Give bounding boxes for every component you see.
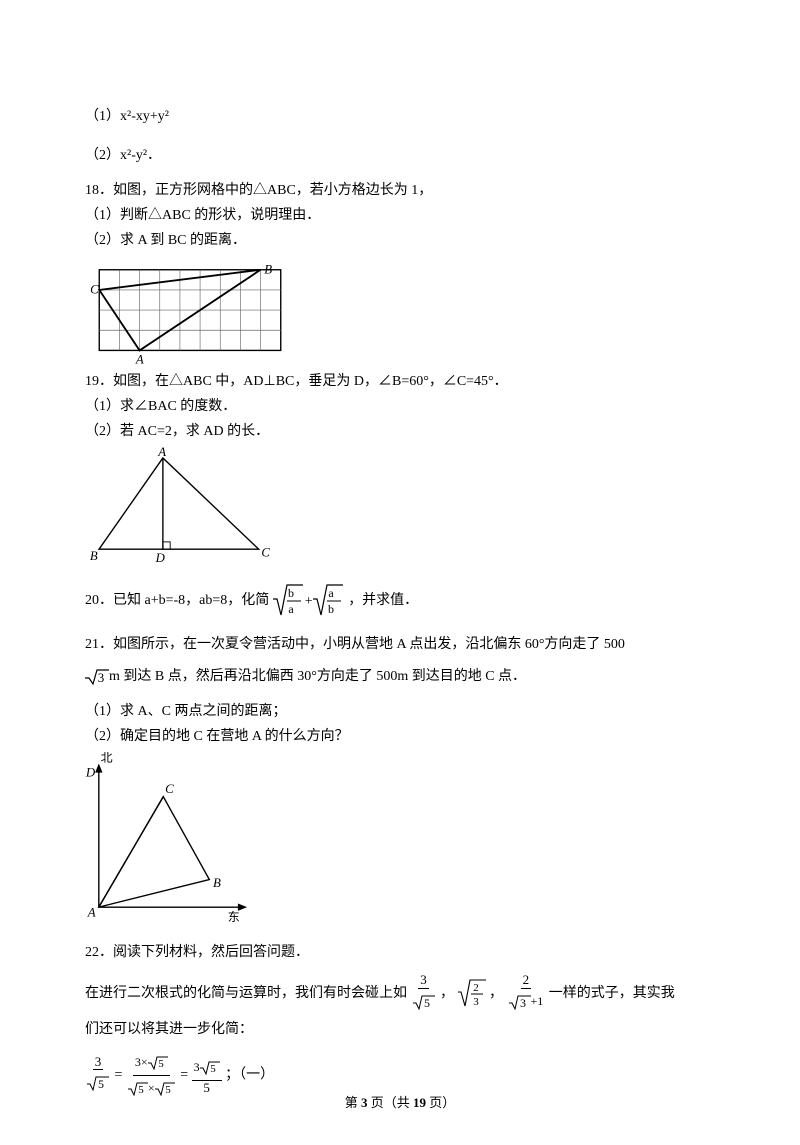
q22-stem: 22．阅读下列材料，然后回答问题． [85, 942, 715, 963]
svg-text:a: a [288, 602, 294, 616]
q20-expr: b a + a b [273, 578, 345, 624]
svg-text:3: 3 [520, 996, 526, 1010]
q19-stem: 19．如图，在△ABC 中，AD⊥BC，垂足为 D，∠B=60°，∠C=45°． [85, 371, 715, 392]
q18-figure: C A B [85, 256, 295, 366]
svg-text:b: b [328, 602, 334, 616]
svg-text:5: 5 [158, 1058, 164, 1070]
svg-text:5: 5 [98, 1077, 104, 1091]
q18-part1: （1）判断△ABC 的形状，说明理由． [85, 205, 715, 226]
svg-text:b: b [288, 586, 294, 600]
q18-stem: 18．如图，正方形网格中的△ABC，若小方格边长为 1， [85, 180, 715, 201]
svg-text:C: C [261, 545, 270, 559]
svg-text:C: C [90, 283, 99, 297]
svg-text:A: A [135, 352, 144, 366]
q18-part2: （2）求 A 到 BC 的距离． [85, 230, 715, 251]
svg-text:B: B [90, 549, 98, 563]
q19-figure: A B D C [85, 447, 280, 572]
q20-line: 20．已知 a+b=-8，ab=8，化简 b a + a b ，并求值． [85, 578, 715, 624]
q19-part2: （2）若 AC=2，求 AD 的长． [85, 421, 715, 442]
q17-part1: （1）x²-xy+y² [85, 106, 715, 127]
svg-text:A: A [157, 447, 166, 459]
q21-figure: A D B C 北 东 [85, 752, 260, 937]
svg-text:3: 3 [98, 670, 105, 685]
svg-text:3: 3 [473, 996, 479, 1008]
svg-text:D: D [85, 765, 96, 779]
svg-text:东: 东 [228, 910, 240, 924]
svg-text:A: A [87, 905, 96, 919]
svg-text:D: D [155, 551, 166, 565]
svg-text:B: B [213, 876, 221, 890]
svg-text:2: 2 [473, 982, 479, 994]
svg-text:北: 北 [101, 752, 113, 765]
q20-pre: 20．已知 a+b=-8，ab=8，化简 [85, 593, 269, 608]
q21-part1: （1）求 A、C 两点之间的距离； [85, 701, 715, 722]
svg-text:5: 5 [424, 996, 430, 1010]
page-footer: 第 3 页（共 19 页） [0, 1093, 800, 1113]
svg-text:5: 5 [210, 1063, 216, 1075]
svg-text:a: a [328, 586, 334, 600]
q20-post: ，并求值． [348, 593, 418, 608]
q21-part2: （2）确定目的地 C 在营地 A 的什么方向？ [85, 726, 715, 747]
q17-part2: （2）x²-y²． [85, 145, 715, 166]
q19-part1: （1）求∠BAC 的度数． [85, 396, 715, 417]
svg-text:C: C [165, 782, 174, 796]
q22-line3: 们还可以将其进一步化简： [85, 1019, 715, 1040]
q21-stem-line1: 21．如图所示，在一次夏令营活动中，小明从营地 A 点出发，沿北偏东 60°方向… [85, 634, 715, 655]
svg-text:B: B [264, 262, 272, 276]
q21-stem-line2: 3 m 到达 B 点，然后再沿北偏西 30°方向走了 500m 到达目的地 C … [85, 663, 715, 691]
q22-line2: 在进行二次根式的化简与运算时，我们有时会碰上如 3 5 ， 2 3 ， 2 3+… [85, 973, 715, 1015]
